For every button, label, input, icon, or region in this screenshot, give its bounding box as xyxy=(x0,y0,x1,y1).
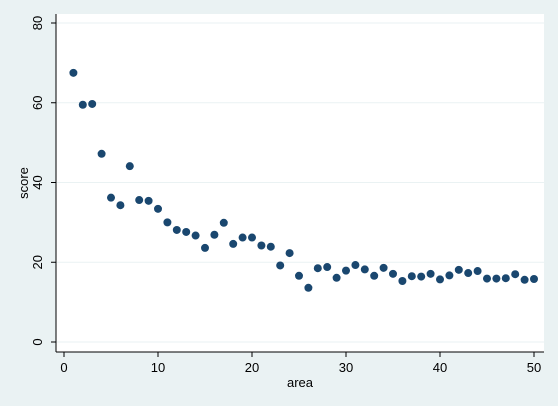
data-point-44 xyxy=(473,267,482,276)
grid-lines xyxy=(56,22,544,343)
data-point-32 xyxy=(360,265,369,274)
data-point-46 xyxy=(492,274,501,283)
data-point-7 xyxy=(125,162,134,171)
data-point-42 xyxy=(454,265,463,274)
data-point-40 xyxy=(436,275,444,284)
x-tick-label-2: 20 xyxy=(245,360,259,375)
data-point-43 xyxy=(464,269,473,278)
y-tick-label-4: 80 xyxy=(30,16,45,30)
x-tick-label-3: 30 xyxy=(339,360,353,375)
x-tick-label-4: 40 xyxy=(433,360,447,375)
data-point-6 xyxy=(116,201,125,210)
data-point-24 xyxy=(285,249,294,258)
data-point-38 xyxy=(417,272,426,281)
data-point-14 xyxy=(191,231,200,240)
data-point-13 xyxy=(182,227,191,236)
data-point-45 xyxy=(483,274,491,283)
y-tick-label-0: 0 xyxy=(30,338,45,345)
data-point-47 xyxy=(501,274,510,283)
data-point-3 xyxy=(88,99,97,108)
data-point-2 xyxy=(78,100,87,109)
data-point-8 xyxy=(135,196,144,205)
y-tick-label-1: 20 xyxy=(30,255,45,269)
data-point-17 xyxy=(219,218,228,227)
data-point-25 xyxy=(295,271,303,280)
x-axis-label: area xyxy=(287,375,314,390)
x-tick-label-1: 10 xyxy=(151,360,165,375)
data-point-49 xyxy=(520,275,529,284)
y-tick-label-3: 60 xyxy=(30,96,45,110)
y-axis-label: score xyxy=(16,167,31,199)
data-point-29 xyxy=(332,273,341,282)
data-point-9 xyxy=(144,196,153,205)
data-point-23 xyxy=(276,261,285,270)
x-tick-label-5: 50 xyxy=(527,360,541,375)
data-point-39 xyxy=(426,269,435,278)
data-point-28 xyxy=(323,263,332,272)
data-point-30 xyxy=(342,266,350,275)
axes: 0 20 40 60 80 0 10 20 30 40 50 xyxy=(30,14,544,375)
data-points xyxy=(69,68,538,292)
data-point-22 xyxy=(266,242,275,251)
data-point-50 xyxy=(530,274,538,283)
x-tick-label-0: 0 xyxy=(60,360,67,375)
data-point-21 xyxy=(257,241,266,250)
data-point-16 xyxy=(210,230,219,239)
data-point-4 xyxy=(97,149,106,158)
data-point-20 xyxy=(248,233,256,242)
data-point-26 xyxy=(304,283,313,292)
data-point-37 xyxy=(407,272,416,281)
data-point-34 xyxy=(379,263,388,272)
data-point-33 xyxy=(370,271,379,280)
data-point-15 xyxy=(201,243,209,252)
data-point-31 xyxy=(351,261,360,270)
data-point-12 xyxy=(172,225,181,234)
data-point-19 xyxy=(238,233,247,242)
y-tick-label-2: 40 xyxy=(30,175,45,189)
data-point-10 xyxy=(154,204,162,213)
data-point-41 xyxy=(445,271,454,280)
data-point-27 xyxy=(313,264,322,273)
data-point-1 xyxy=(69,68,78,77)
data-point-48 xyxy=(511,270,520,279)
data-point-35 xyxy=(389,269,397,278)
data-point-5 xyxy=(107,193,115,202)
data-point-18 xyxy=(229,239,238,248)
data-point-11 xyxy=(163,218,172,227)
data-point-36 xyxy=(398,276,407,285)
